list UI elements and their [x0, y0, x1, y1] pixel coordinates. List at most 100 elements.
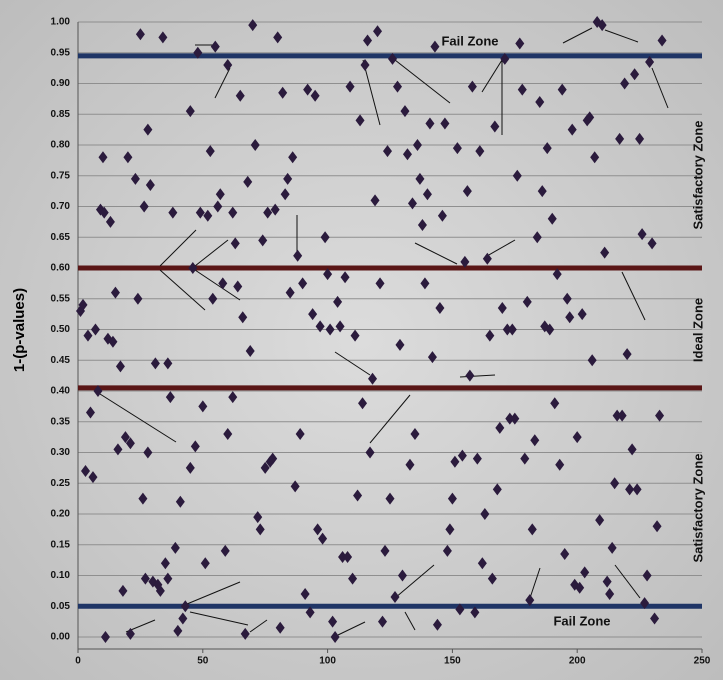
- arrow: [194, 239, 229, 267]
- point: [363, 34, 373, 47]
- point: [268, 452, 278, 465]
- point: [405, 458, 415, 471]
- point: [400, 105, 410, 118]
- point: [323, 268, 333, 281]
- point: [547, 212, 557, 225]
- point: [223, 59, 233, 72]
- point: [415, 172, 425, 185]
- point: [630, 68, 640, 81]
- point: [280, 188, 290, 201]
- point: [500, 52, 510, 65]
- point: [557, 83, 567, 96]
- y-tick-label: 0.65: [51, 232, 71, 243]
- point: [655, 409, 665, 422]
- point: [173, 624, 183, 637]
- arrow: [414, 242, 458, 265]
- y-tick-label: 0.40: [51, 386, 71, 397]
- point: [422, 188, 432, 201]
- point: [457, 449, 467, 462]
- point: [368, 372, 378, 385]
- point: [208, 292, 218, 305]
- point: [143, 446, 153, 459]
- point: [510, 412, 520, 425]
- point: [348, 572, 358, 585]
- point: [150, 357, 160, 370]
- point: [200, 557, 210, 570]
- point: [315, 320, 325, 333]
- point: [642, 569, 652, 582]
- point: [385, 492, 395, 505]
- point: [490, 120, 500, 133]
- arrow: [214, 67, 231, 99]
- point: [612, 409, 622, 422]
- point: [233, 280, 243, 293]
- point: [140, 572, 150, 585]
- point: [520, 452, 530, 465]
- arrow: [621, 271, 646, 321]
- point: [220, 544, 230, 557]
- point: [447, 492, 457, 505]
- point: [218, 277, 228, 290]
- point: [235, 89, 245, 102]
- point: [375, 277, 385, 290]
- point: [512, 169, 522, 182]
- point: [113, 443, 123, 456]
- y-tick-label: 0.30: [51, 447, 71, 458]
- point: [383, 145, 393, 158]
- point: [530, 434, 540, 447]
- point: [555, 458, 565, 471]
- point: [250, 139, 260, 151]
- point: [505, 412, 515, 425]
- point: [417, 218, 427, 231]
- point: [120, 431, 130, 444]
- point: [532, 231, 542, 244]
- point: [645, 55, 655, 68]
- point: [580, 566, 590, 579]
- point: [412, 139, 422, 151]
- point: [193, 46, 203, 59]
- point: [380, 544, 390, 557]
- y-tick-label: 0.25: [51, 478, 71, 489]
- y-tick-label: 0.05: [51, 601, 71, 612]
- arrow: [394, 59, 451, 104]
- point: [615, 132, 625, 145]
- point: [203, 209, 213, 222]
- point: [600, 246, 610, 259]
- point: [298, 277, 308, 290]
- point: [410, 428, 420, 441]
- point: [78, 298, 88, 311]
- point: [175, 495, 185, 508]
- point: [310, 89, 320, 102]
- point: [575, 581, 585, 594]
- arrow: [249, 619, 268, 633]
- point: [492, 483, 502, 496]
- point: [195, 206, 205, 219]
- y-tick-label: 0.90: [51, 78, 71, 89]
- point: [123, 151, 133, 164]
- point: [477, 557, 487, 570]
- point: [108, 335, 118, 348]
- point: [139, 200, 149, 213]
- y-axis-label: 1-(p-values): [11, 288, 28, 372]
- point: [228, 391, 238, 404]
- arrow: [486, 239, 516, 257]
- point: [333, 295, 343, 308]
- point: [610, 477, 620, 490]
- point: [110, 286, 120, 299]
- point: [313, 523, 323, 536]
- point: [243, 175, 253, 188]
- point: [465, 369, 475, 382]
- point: [587, 354, 597, 367]
- y-tick-label: 0.20: [51, 509, 71, 520]
- point: [215, 188, 225, 201]
- point: [328, 615, 338, 628]
- point: [390, 591, 400, 604]
- arrow: [562, 27, 593, 44]
- point: [178, 612, 188, 625]
- point: [427, 351, 437, 364]
- point: [470, 606, 480, 619]
- arrow: [404, 611, 416, 631]
- arrow: [159, 229, 197, 267]
- point: [255, 523, 265, 536]
- point: [115, 360, 125, 373]
